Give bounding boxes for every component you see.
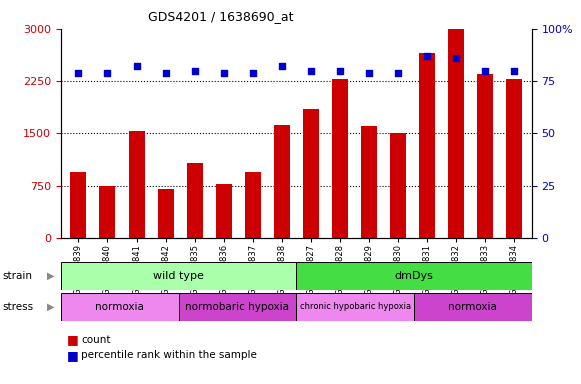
Text: chronic hypobaric hypoxia: chronic hypobaric hypoxia — [300, 302, 411, 311]
Text: wild type: wild type — [153, 271, 204, 281]
Point — [219, 70, 228, 76]
Text: normobaric hypoxia: normobaric hypoxia — [185, 302, 289, 312]
Bar — [245, 172, 261, 238]
Bar — [448, 29, 464, 238]
Text: strain: strain — [3, 271, 33, 281]
Text: GDS4201 / 1638690_at: GDS4201 / 1638690_at — [148, 10, 293, 23]
Point — [277, 63, 286, 70]
Bar — [70, 172, 87, 238]
Point — [480, 68, 490, 74]
Point — [306, 68, 315, 74]
Text: dmDys: dmDys — [394, 271, 433, 281]
Bar — [303, 109, 319, 238]
Bar — [274, 125, 290, 238]
Text: ▶: ▶ — [48, 271, 55, 281]
Text: ■: ■ — [67, 333, 78, 346]
Point — [161, 70, 170, 76]
Bar — [419, 53, 435, 238]
Point — [248, 70, 257, 76]
Point — [335, 68, 345, 74]
Bar — [61, 293, 179, 321]
Bar — [216, 184, 232, 238]
Point — [190, 68, 199, 74]
Text: normoxia: normoxia — [449, 302, 497, 312]
Bar — [332, 79, 348, 238]
Text: count: count — [81, 335, 111, 345]
Point — [510, 68, 519, 74]
Text: ■: ■ — [67, 349, 78, 362]
Point — [132, 63, 141, 70]
Text: normoxia: normoxia — [95, 302, 144, 312]
Bar — [99, 186, 116, 238]
Point — [103, 70, 112, 76]
Bar — [506, 79, 522, 238]
Point — [422, 53, 432, 59]
Bar — [390, 134, 406, 238]
Bar — [361, 126, 377, 238]
Point — [451, 55, 461, 61]
Point — [364, 70, 374, 76]
Bar — [414, 293, 532, 321]
Text: ▶: ▶ — [48, 302, 55, 312]
Bar — [157, 189, 174, 238]
Bar — [187, 163, 203, 238]
Point — [393, 70, 403, 76]
Bar — [179, 293, 296, 321]
Bar — [296, 293, 414, 321]
Bar — [128, 131, 145, 238]
Bar — [61, 262, 296, 290]
Bar — [296, 262, 532, 290]
Point — [74, 70, 83, 76]
Text: percentile rank within the sample: percentile rank within the sample — [81, 350, 257, 360]
Text: stress: stress — [3, 302, 34, 312]
Bar — [477, 74, 493, 238]
